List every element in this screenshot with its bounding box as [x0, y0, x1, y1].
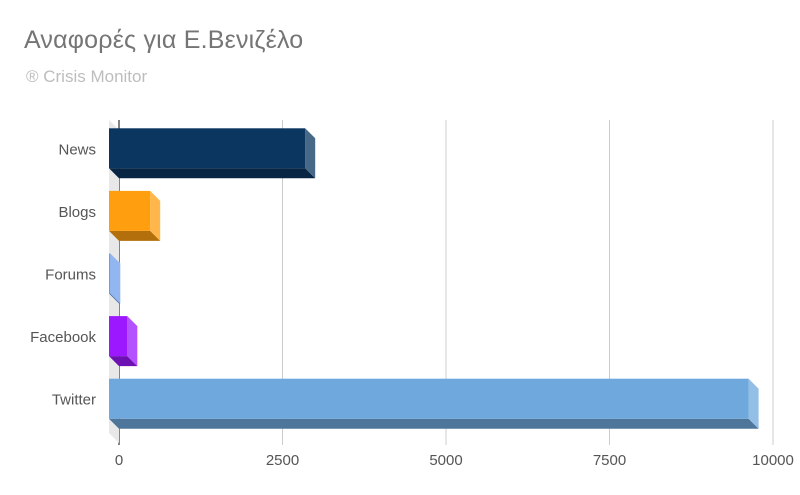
category-labels: News Blogs Forums Facebook Twitter — [30, 141, 96, 408]
bar-blogs — [109, 190, 161, 241]
bar-end-face — [748, 378, 759, 429]
x-tick-label: 5000 — [429, 452, 462, 469]
bar-end-face — [150, 190, 161, 241]
x-tick-label: 0 — [115, 452, 123, 469]
bar-bottom-face — [109, 168, 316, 179]
category-label: News — [58, 141, 96, 158]
bar-end-face — [127, 316, 138, 367]
category-label: Twitter — [52, 392, 96, 409]
x-tick-label: 2500 — [266, 452, 299, 469]
x-tick-labels: 0 2500 5000 7500 10000 — [115, 452, 794, 469]
bar-end-face — [305, 128, 316, 179]
bar-bottom-face — [109, 230, 161, 241]
category-label: Forums — [45, 267, 96, 284]
bars — [109, 128, 759, 429]
x-tick-label: 10000 — [752, 452, 794, 469]
category-label: Blogs — [58, 204, 96, 221]
bar-news — [109, 128, 316, 179]
bar-bottom-face — [109, 356, 138, 367]
bar-front-face — [109, 378, 749, 419]
bar-front-face — [109, 190, 151, 231]
bar-end-face — [110, 253, 121, 304]
bar-bottom-face — [109, 418, 759, 429]
chart-subtitle: ® Crisis Monitor — [26, 67, 148, 86]
bar-forums — [109, 253, 121, 304]
bar-facebook — [109, 316, 138, 367]
bar-front-face — [109, 316, 128, 357]
chart-title: Αναφορές για Ε.Βενιζέλο — [24, 26, 304, 54]
category-label: Facebook — [30, 329, 96, 346]
bar-twitter — [109, 378, 759, 429]
x-tick-label: 7500 — [593, 452, 626, 469]
bar-front-face — [109, 128, 306, 169]
bar-front-face — [109, 253, 111, 294]
bar-bottom-face — [109, 293, 121, 304]
